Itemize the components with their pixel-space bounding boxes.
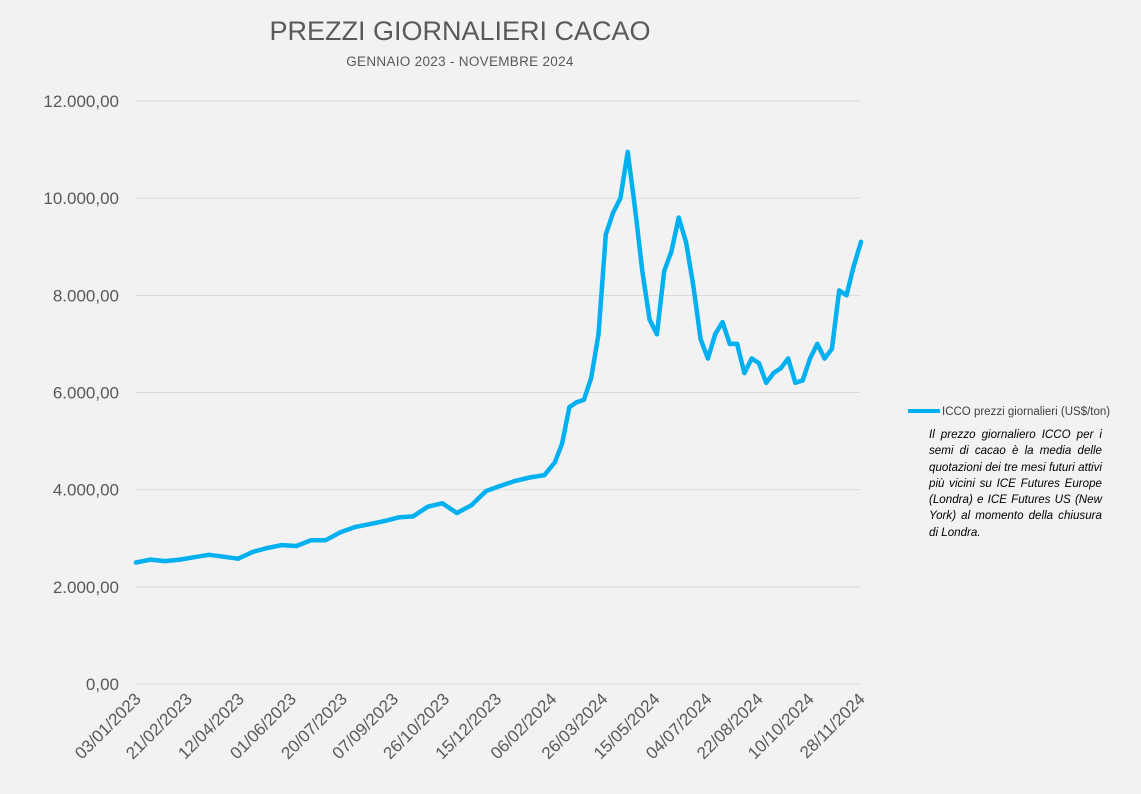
y-tick-label: 4.000,00: [53, 481, 119, 500]
data-point: [527, 475, 532, 480]
y-tick-label: 12.000,00: [43, 92, 119, 111]
data-point: [581, 397, 587, 402]
data-point: [676, 215, 681, 220]
y-tick-label: 6.000,00: [53, 384, 119, 403]
data-point: [771, 370, 776, 376]
data-point: [815, 341, 820, 347]
data-point: [454, 510, 460, 516]
data-point: [662, 268, 667, 274]
data-point: [483, 488, 489, 494]
data-point: [381, 519, 387, 524]
data-point: [807, 356, 813, 361]
data-point: [221, 554, 226, 559]
chart-title: PREZZI GIORNALIERI CACAO: [269, 16, 650, 46]
data-point: [829, 346, 835, 351]
data-point: [498, 483, 503, 488]
data-point: [851, 264, 856, 269]
data-point: [250, 549, 255, 555]
data-point: [756, 361, 762, 366]
data-point: [410, 514, 416, 519]
data-point: [698, 336, 703, 342]
data-point: [148, 557, 153, 562]
y-axis-ticks: 0,00 2.000,00 4.000,00 6.000,00 8.000,00 10.0…: [43, 92, 119, 694]
data-point: [669, 249, 674, 254]
data-point: [425, 504, 430, 509]
data-point: [683, 239, 689, 245]
series-points: [133, 149, 864, 565]
data-point: [559, 441, 565, 446]
data-point: [720, 319, 725, 325]
data-point: [192, 555, 197, 560]
data-point: [640, 268, 645, 274]
data-point: [396, 515, 401, 520]
data-point: [713, 332, 718, 337]
legend-label: ICCO prezzi giornalieri (US$/ton): [942, 406, 1110, 418]
data-point: [785, 356, 791, 361]
data-point: [589, 375, 594, 381]
data-point: [469, 503, 474, 508]
data-point: [647, 317, 652, 322]
data-point: [632, 205, 638, 211]
data-point: [618, 196, 623, 201]
data-point: [552, 460, 557, 465]
data-point: [567, 404, 572, 410]
data-point: [265, 545, 270, 551]
data-point: [163, 558, 168, 564]
data-point: [764, 380, 769, 385]
y-tick-label: 8.000,00: [53, 286, 119, 305]
data-point: [294, 543, 299, 549]
data-point: [323, 538, 328, 543]
data-point: [837, 288, 842, 293]
chart-subtitle: GENNAIO 2023 - NOVEMBRE 2024: [346, 54, 574, 69]
data-point: [206, 552, 212, 557]
gridlines: [136, 100, 860, 685]
data-point: [778, 366, 783, 371]
data-point: [727, 341, 732, 347]
data-point: [691, 283, 696, 288]
data-point: [352, 524, 357, 530]
data-point: [734, 341, 740, 347]
data-point: [338, 530, 343, 535]
data-point: [367, 522, 372, 527]
data-point: [822, 356, 827, 361]
data-point: [749, 356, 754, 361]
data-point: [705, 356, 711, 361]
data-point: [793, 380, 798, 385]
y-tick-label: 0,00: [86, 675, 119, 694]
data-point: [542, 472, 547, 478]
data-point: [654, 332, 660, 337]
data-point: [513, 478, 518, 484]
data-point: [844, 293, 849, 298]
y-tick-label: 10.000,00: [43, 189, 119, 208]
x-axis-ticks: 03/01/202321/02/202312/04/202301/06/2023…: [71, 689, 869, 763]
data-point: [742, 370, 747, 376]
data-point: [177, 557, 182, 562]
chart-note: Il prezzo giornaliero ICCO per i semi di…: [929, 428, 1102, 539]
legend: ICCO prezzi giornalieri (US$/ton): [908, 406, 1110, 418]
data-point: [800, 378, 805, 383]
data-point: [603, 232, 608, 237]
data-point: [133, 560, 139, 565]
data-point: [308, 538, 314, 543]
data-point: [858, 239, 864, 245]
data-point: [625, 149, 630, 155]
data-point: [279, 542, 284, 548]
data-point: [596, 332, 601, 337]
y-tick-label: 2.000,00: [53, 578, 119, 597]
data-point: [610, 210, 616, 215]
data-point: [440, 501, 445, 506]
data-point: [574, 400, 579, 405]
data-point: [235, 556, 241, 561]
